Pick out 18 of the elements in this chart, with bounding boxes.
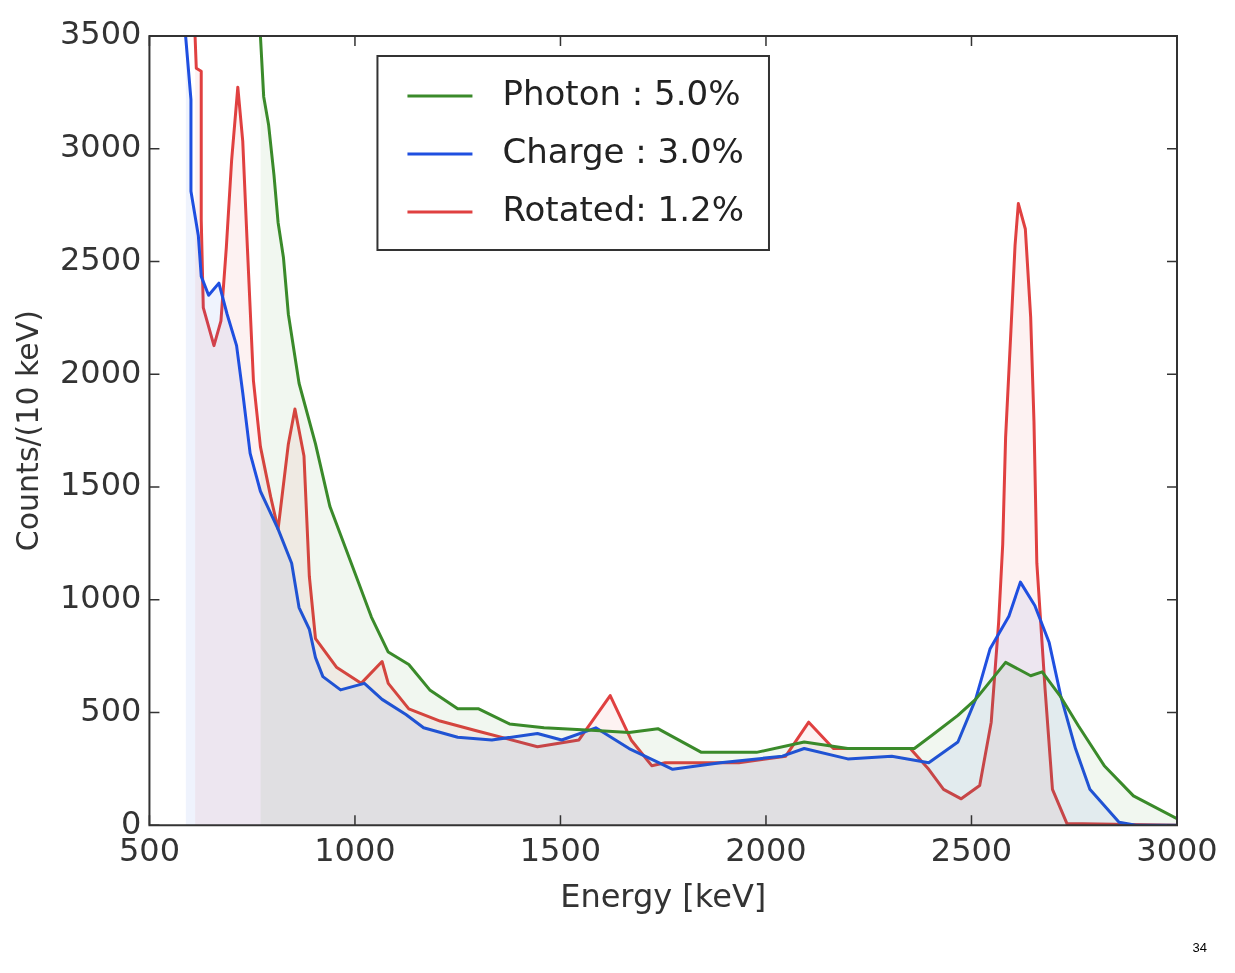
legend-label: Charge : 3.0% bbox=[502, 130, 744, 171]
y-tick-label: 1000 bbox=[60, 578, 142, 617]
x-tick-label: 2000 bbox=[725, 830, 807, 869]
y-tick-label: 1500 bbox=[60, 465, 142, 504]
y-tick-label: 500 bbox=[80, 690, 142, 729]
x-tick-label: 1500 bbox=[519, 830, 602, 869]
text: 34 bbox=[1192, 940, 1207, 955]
legend-label: Rotated: 1.2% bbox=[502, 188, 744, 229]
y-tick-label: 3500 bbox=[60, 14, 142, 53]
y-tick-label: 3000 bbox=[60, 127, 142, 166]
y-tick-label: 2500 bbox=[60, 239, 142, 278]
x-axis-title: Energy [keV] bbox=[560, 877, 767, 916]
y-tick-label: 2000 bbox=[60, 352, 142, 391]
y-axis-title: Counts/(10 keV) bbox=[9, 309, 45, 552]
x-tick-label: 2500 bbox=[930, 830, 1013, 869]
legend-label: Photon : 5.0% bbox=[502, 72, 741, 113]
x-tick-label: 3000 bbox=[1136, 830, 1218, 869]
x-tick-label: 1000 bbox=[314, 830, 396, 869]
